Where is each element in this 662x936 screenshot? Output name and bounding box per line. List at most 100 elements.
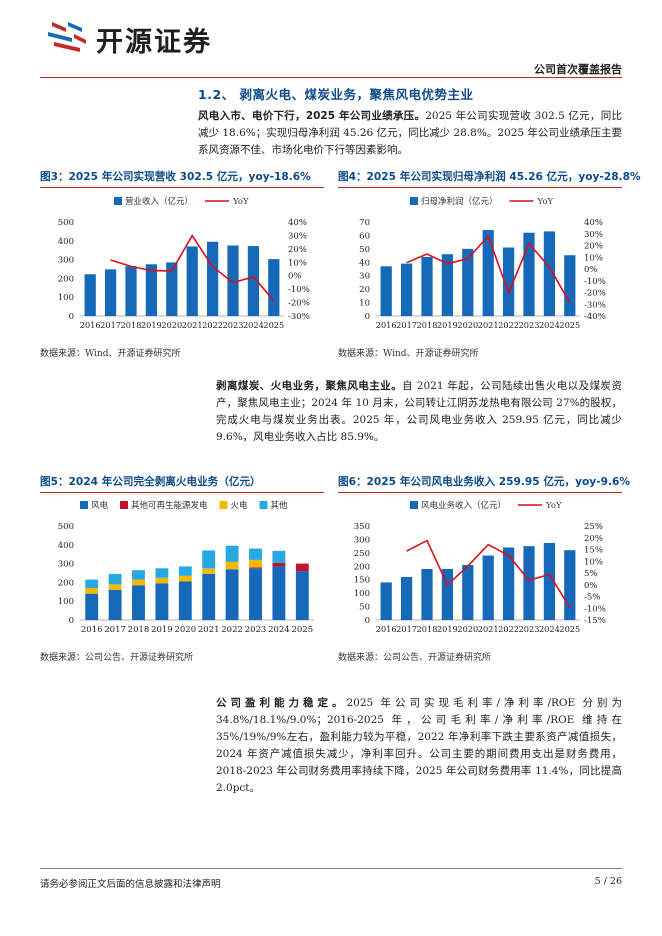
left-axis-tick-label: 250 [354,549,370,559]
x-tick-label: 2023 [519,624,540,634]
x-tick-label: 2017 [396,624,417,634]
right-axis-tick-label: -15% [584,616,606,626]
x-tick-label: 2016 [376,320,397,330]
bar [84,274,96,316]
stacked-bar-segment [295,571,309,620]
bar [421,568,433,620]
stacked-bar-segment [108,589,122,620]
figure-6-chart: 风电业务收入（亿元） YoY 0 50 100 150 200 250 300 350 -15% -1… [354,500,606,634]
right-axis-tick-label: 20% [288,245,307,255]
x-tick-label: 2022 [221,625,243,635]
bar [502,547,515,620]
x-tick-label: 2024 [539,320,560,330]
bar [227,245,239,316]
legend-label: 营业收入（亿元） [125,196,193,207]
paragraph-3: 公司盈利能力稳定。2025 年公司实现毛利率/净利率/ROE 分别为 34.8%… [216,695,622,797]
company-logo: 开源证券 [46,18,246,58]
bar [462,564,474,620]
x-tick-label: 2020 [174,625,196,635]
logo-text: 开源证券 [96,27,212,58]
left-axis-tick-label: 400 [58,237,74,247]
paragraph-2: 剥离煤炭、火电业务，聚焦风电主业。自 2021 年起，公司陆续出售火电以及煤炭资… [216,378,622,446]
x-tick-label: 2018 [417,624,438,634]
x-tick-label: 2023 [223,320,244,330]
left-axis-tick-label: 20 [359,285,370,295]
stacked-bar-segment [132,570,145,580]
left-axis-tick-label: 200 [354,562,370,572]
stacked-bar-segment [155,568,169,578]
footer-disclaimer: 请务必参阅正文后面的信息披露和法律声明 [40,879,221,890]
stacked-bar-segment [85,593,99,620]
bar [543,542,556,620]
left-axis-tick-label: 400 [58,541,74,551]
right-axis-tick-label: -10% [584,604,606,614]
left-axis-tick-label: 0 [69,312,74,322]
right-axis-tick-label: 30% [288,231,307,241]
left-axis-tick-label: 100 [354,589,370,599]
logo-mark-icon [48,22,86,52]
legend-label: 其他可再生能源发电 [131,500,208,511]
figure-3-title: 图3：2025 年公司实现营收 302.5 亿元，yoy-18.6% [40,169,324,188]
stacked-bar-segment [132,585,145,620]
figure-4-source: 数据来源：Wind、开源证券研究所 [338,349,479,359]
figure-5-source: 数据来源：公司公告、开源证券研究所 [40,653,194,663]
x-tick-label: 2025 [291,625,313,635]
x-tick-label: 2021 [478,624,499,634]
left-axis-tick-label: 300 [58,256,74,266]
stacked-bar-segment [202,550,216,569]
stacked-bar-segment [272,566,286,620]
stacked-bar-segment [225,545,239,562]
x-tick-label: 2020 [457,624,478,634]
bar [206,241,219,316]
paragraph-3-lead: 公司盈利能力稳定。 [216,697,347,709]
stacked-bar-segment [202,573,216,620]
right-axis-tick-label: -5% [584,593,600,603]
right-axis-tick-label: 25% [584,522,603,532]
figure-6-source: 数据来源：公司公告、开源证券研究所 [338,653,492,663]
x-tick-label: 2025 [263,320,284,330]
legend-swatch [114,197,122,205]
right-axis-tick-label: -30% [584,300,606,310]
x-tick-label: 2024 [268,625,290,635]
x-tick-label: 2019 [151,625,173,635]
yoy-line [406,539,571,608]
bar [125,266,137,316]
right-axis-tick-label: -30% [288,312,310,322]
left-axis-tick-label: 0 [69,616,74,626]
legend-swatch [410,501,418,509]
x-tick-label: 2018 [121,320,142,330]
legend-label: 火电 [231,500,249,511]
left-axis-tick-label: 40 [359,258,370,268]
x-tick-label: 2020 [457,320,478,330]
x-tick-label: 2023 [519,320,540,330]
bar [421,256,433,316]
left-axis-tick-label: 0 [365,616,370,626]
x-tick-label: 2017 [104,625,126,635]
stacked-bar-segment [249,548,262,560]
legend-label: YoY [537,197,554,207]
x-tick-label: 2024 [539,624,560,634]
stacked-bar-segment [272,563,286,567]
left-axis-tick-label: 100 [58,293,74,303]
left-axis-tick-label: 350 [354,522,370,532]
x-tick-label: 2022 [202,320,223,330]
right-axis-tick-label: 15% [584,546,603,556]
stacked-bar-segment [85,588,99,594]
x-tick-label: 2016 [80,320,101,330]
figure-4-chart: 归母净利润（亿元） YoY 0 10 20 30 40 50 60 70 -40% -30%-20% -… [359,196,606,330]
right-axis-tick-label: 40% [288,218,307,228]
left-axis-tick-label: 70 [359,218,370,228]
legend-swatch [80,501,88,509]
x-tick-label: 2021 [198,625,220,635]
paragraph-1-lead: 风电入市、电价下行，2025 年公司业绩承压。 [198,110,426,122]
left-axis-tick-label: 50 [359,603,370,613]
stacked-bar-segment [178,566,192,576]
legend-label: YoY [545,501,562,511]
left-axis-tick-label: 200 [58,578,74,588]
stacked-bar-segment [249,559,262,568]
x-tick-label: 2016 [81,625,103,635]
left-axis-tick-label: 30 [359,272,370,282]
x-tick-label: 2018 [128,625,150,635]
x-tick-label: 2018 [417,320,438,330]
right-axis-tick-label: 30% [584,230,603,240]
